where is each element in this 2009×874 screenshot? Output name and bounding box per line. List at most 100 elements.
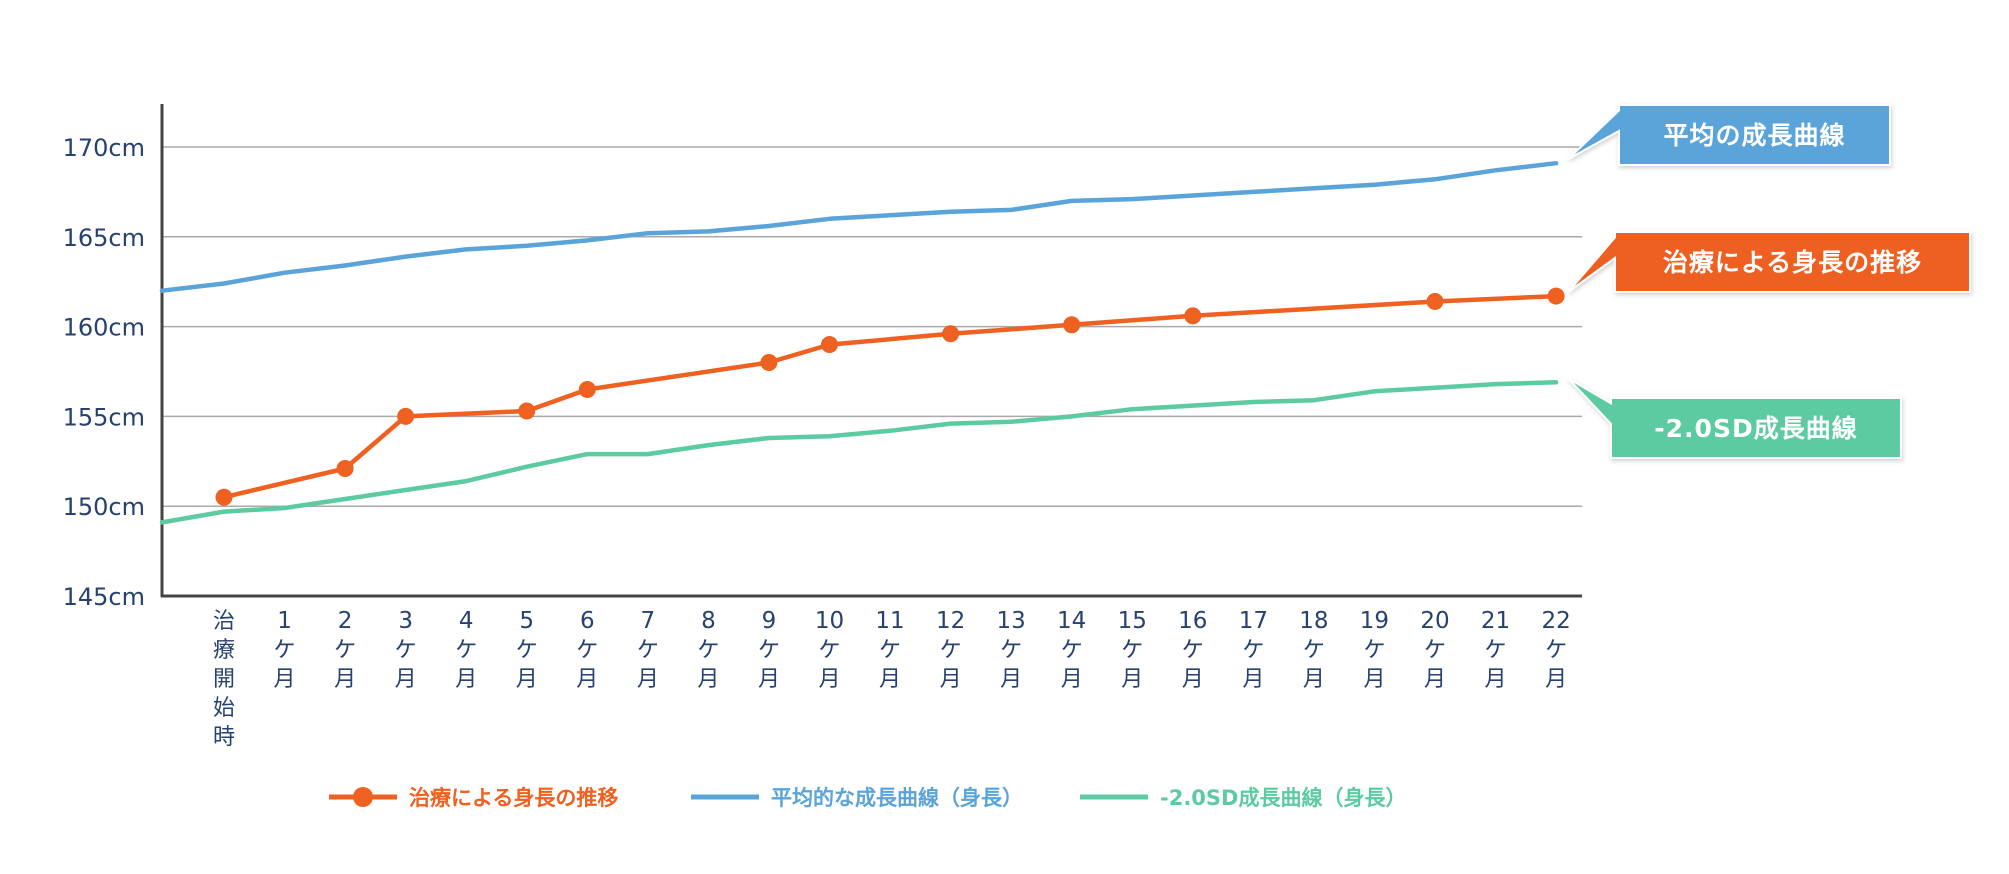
series-line-minus2sd [159, 380, 1559, 525]
y-tick-label-155: 155cm [63, 403, 145, 431]
x-tick-char: 月 [1545, 667, 1567, 692]
x-tick-char: ケ [516, 638, 538, 663]
x-tick-char: ケ [576, 638, 598, 663]
x-tick-char: ケ [334, 638, 356, 663]
data-point-treatment [942, 325, 960, 343]
x-tick-number: 20 [1420, 608, 1449, 634]
x-tick-number: 12 [936, 608, 965, 634]
x-tick-char: ケ [1363, 638, 1385, 663]
x-tick-char: ケ [455, 638, 477, 663]
x-tick-char: 始 [213, 696, 235, 721]
x-tick-char: ケ [1121, 638, 1143, 663]
x-tick-number: 9 [762, 608, 777, 634]
x-tick-char: 月 [940, 667, 962, 692]
callout-text: 治療による身長の推移 [1663, 248, 1922, 277]
x-tick-char: 月 [758, 667, 780, 692]
data-point-treatment [1184, 307, 1202, 325]
x-tick-char: ケ [758, 638, 780, 663]
x-tick-label: 18 ケ月 [1299, 608, 1328, 692]
x-tick-label: 14 ケ月 [1057, 608, 1086, 692]
x-tick-label: 11 ケ月 [875, 608, 904, 692]
x-tick-char: 月 [1485, 667, 1507, 692]
legend-item-average: 平均的な成長曲線（身長） [691, 786, 1023, 810]
x-tick-char: 月 [1000, 667, 1022, 692]
x-tick-char: ケ [1242, 638, 1264, 663]
x-tick-label: 13 ケ月 [997, 608, 1026, 692]
data-point-treatment [760, 354, 778, 372]
x-tick-number: 16 [1178, 608, 1207, 634]
x-tick-number: 21 [1481, 608, 1510, 634]
legend-label: 平均的な成長曲線（身長） [771, 786, 1023, 810]
x-tick-number: 22 [1541, 608, 1570, 634]
x-tick-char: 月 [1424, 667, 1446, 692]
x-tick-number: 1 [277, 608, 292, 634]
x-tick-label: 16 ケ月 [1178, 608, 1207, 692]
y-tick-labels: 145cm 150cm 155cm 160cm 165cm 170cm [63, 134, 145, 611]
x-tick-char: ケ [395, 638, 417, 663]
x-tick-char: 月 [1303, 667, 1325, 692]
x-tick-number: 6 [580, 608, 595, 634]
x-tick-number: 19 [1360, 608, 1389, 634]
legend-label: -2.0SD成長曲線（身長） [1160, 786, 1406, 810]
x-tick-label: 17 ケ月 [1239, 608, 1268, 692]
x-tick-number: 11 [875, 608, 904, 634]
x-tick-label: 8 ケ月 [697, 608, 719, 692]
x-tick-label: 21 ケ月 [1481, 608, 1510, 692]
callout-text: -2.0SD成長曲線 [1654, 414, 1857, 443]
x-tick-char: ケ [1303, 638, 1325, 663]
x-tick-char: 月 [818, 667, 840, 692]
legend: 治療による身長の推移 平均的な成長曲線（身長） -2.0SD成長曲線（身長） [329, 786, 1406, 810]
x-tick-number: 4 [459, 608, 474, 634]
x-tick-label: 1 ケ月 [274, 608, 296, 692]
axes [160, 104, 1582, 598]
x-tick-char: ケ [637, 638, 659, 663]
x-tick-number: 5 [519, 608, 534, 634]
x-tick-char: 月 [1061, 667, 1083, 692]
x-tick-char: 月 [1182, 667, 1204, 692]
x-tick-char: ケ [940, 638, 962, 663]
x-tick-number: 18 [1299, 608, 1328, 634]
x-tick-char: ケ [697, 638, 719, 663]
x-tick-char: ケ [1000, 638, 1022, 663]
x-tick-label: 9 ケ月 [758, 608, 780, 692]
x-tick-char: 月 [637, 667, 659, 692]
callout-box [1567, 104, 1891, 166]
x-tick-number: 14 [1057, 608, 1086, 634]
x-tick-char: 時 [213, 725, 235, 750]
x-tick-char: ケ [274, 638, 296, 663]
legend-item-minus2sd: -2.0SD成長曲線（身長） [1080, 786, 1406, 810]
data-point-treatment [215, 488, 233, 506]
callout-treatment: 治療による身長の推移 [1567, 231, 1971, 293]
legend-marker [353, 787, 373, 807]
x-tick-char: 月 [1363, 667, 1385, 692]
data-point-treatment [578, 380, 596, 398]
callout-average: 平均の成長曲線 [1567, 104, 1891, 166]
x-tick-char: ケ [1485, 638, 1507, 663]
x-tick-label: 6 ケ月 [576, 608, 598, 692]
x-tick-label: 3 ケ月 [395, 608, 417, 692]
callout-text: 平均の成長曲線 [1663, 121, 1845, 150]
x-tick-number: 3 [398, 608, 413, 634]
x-tick-char: 月 [1242, 667, 1264, 692]
x-tick-char: 月 [455, 667, 477, 692]
x-tick-number: 8 [701, 608, 716, 634]
x-tick-label: 5 ケ月 [516, 608, 538, 692]
series-line-treatment [221, 293, 1559, 500]
callout-box [1567, 377, 1902, 459]
x-tick-char: ケ [1424, 638, 1446, 663]
data-point-treatment [1063, 316, 1081, 334]
x-tick-label: 19 ケ月 [1360, 608, 1389, 692]
legend-label: 治療による身長の推移 [409, 786, 618, 810]
y-tick-label-160: 160cm [63, 314, 145, 342]
y-tick-label-150: 150cm [63, 493, 145, 521]
x-tick-label: 2 ケ月 [334, 608, 356, 692]
x-tick-number: 17 [1239, 608, 1268, 634]
x-tick-label: 12 ケ月 [936, 608, 965, 692]
x-tick-char: 月 [516, 667, 538, 692]
data-point-treatment [336, 459, 354, 477]
y-tick-label-145: 145cm [63, 583, 145, 611]
callout-minus2sd: -2.0SD成長曲線 [1567, 377, 1902, 459]
